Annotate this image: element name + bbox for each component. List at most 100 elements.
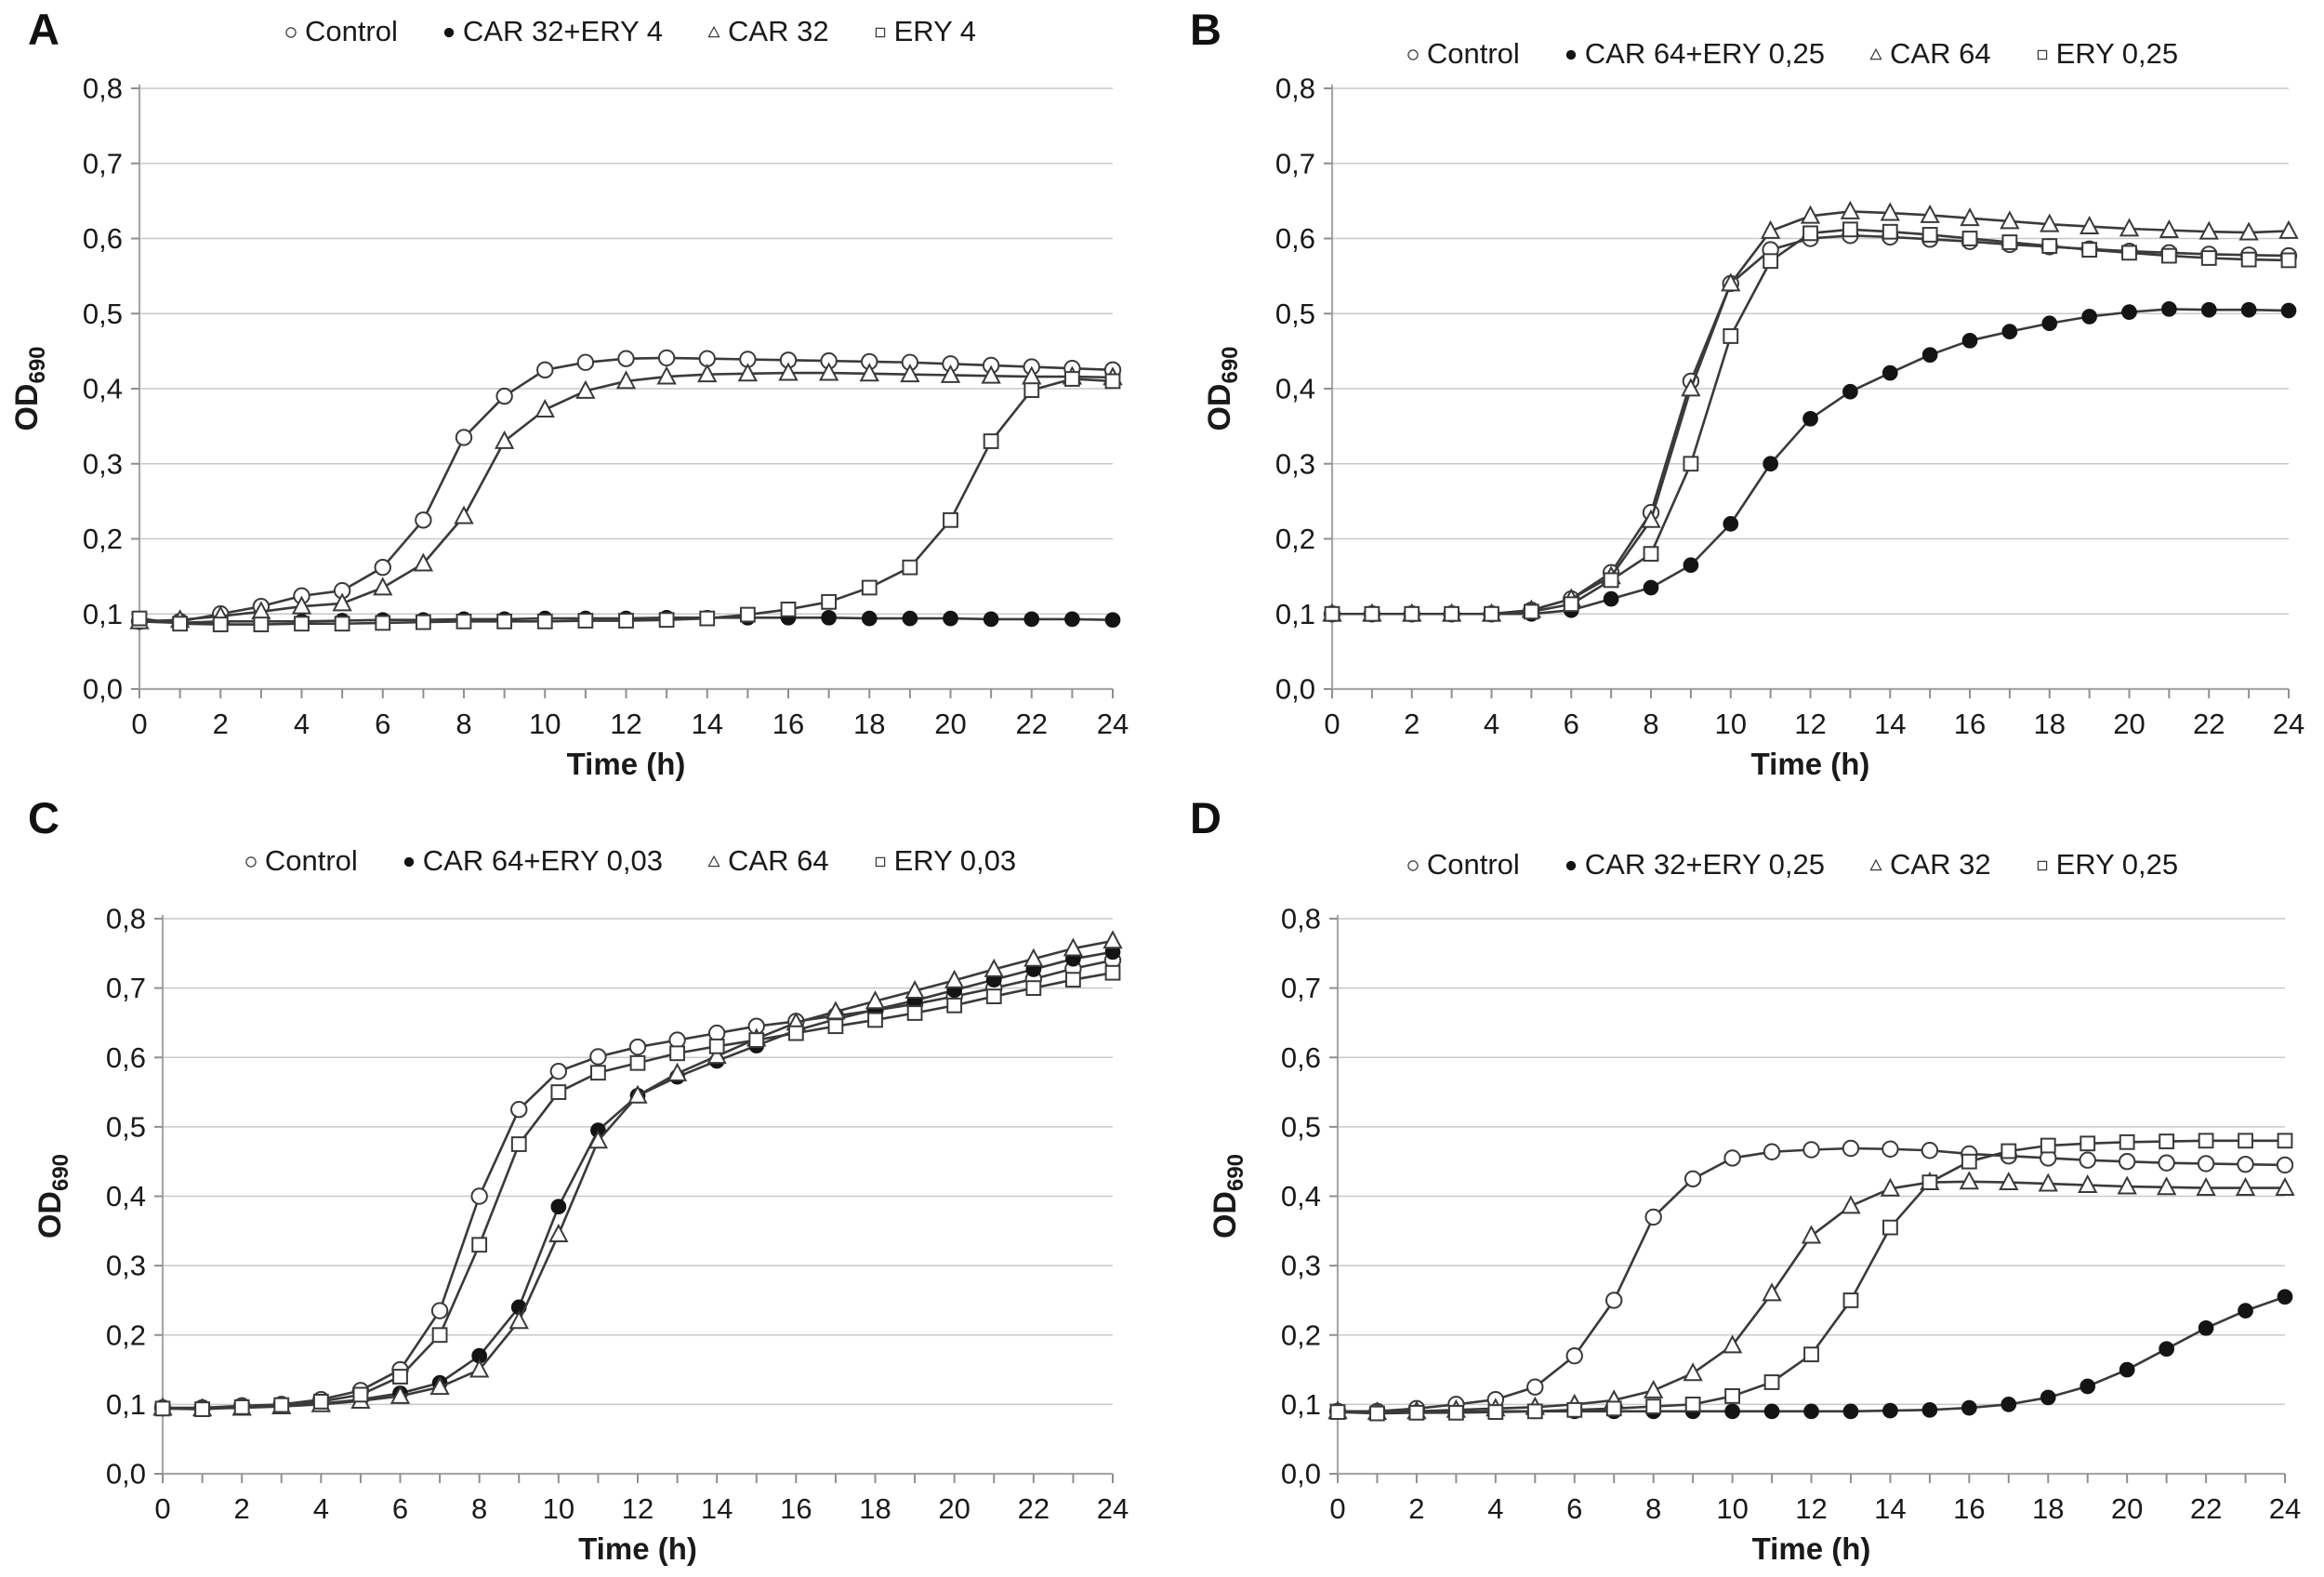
- x-tick-label: 18: [2032, 1492, 2064, 1525]
- x-tick-label: 18: [853, 708, 885, 740]
- x-tick-label: 6: [375, 708, 390, 740]
- square-open-marker: [1763, 1374, 1780, 1390]
- square-open-marker: [1684, 1396, 1701, 1412]
- square-open-marker: [510, 1136, 527, 1152]
- triangle-open-marker: [2238, 221, 2259, 241]
- y-tick-label: 0,6: [1281, 1041, 1321, 1074]
- y-axis-title: OD690: [9, 346, 50, 431]
- x-tick-label: 16: [772, 708, 804, 740]
- square-open-marker: [154, 1400, 171, 1417]
- y-axis-title-base: OD: [9, 384, 45, 431]
- square-open-legend-icon: [2037, 860, 2047, 871]
- square-open-marker: [739, 606, 756, 623]
- triangle-open-marker: [291, 595, 312, 615]
- x-tick-label: 20: [938, 1492, 970, 1525]
- square-open-marker: [1961, 231, 1978, 246]
- y-tick-label: 0,2: [1275, 523, 1315, 555]
- growth-plot-d: 0,00,10,20,30,40,50,60,70,80 2 4 6 8 10 12 14 16…: [1208, 903, 2301, 1566]
- triangle-open-marker: [1880, 1177, 1901, 1197]
- x-tick-label: 14: [1874, 1492, 1906, 1525]
- circle-filled-marker: [2277, 1289, 2293, 1305]
- x-tick-label: 20: [934, 708, 966, 740]
- circle-filled-marker: [443, 27, 455, 38]
- square-open-marker: [2121, 245, 2137, 261]
- triangle-open-marker: [940, 364, 961, 383]
- y-tick-label: 0,7: [1275, 147, 1315, 179]
- circle-filled-marker: [1565, 49, 1576, 60]
- x-tick-label: 4: [313, 1492, 329, 1525]
- series-line: [162, 939, 1114, 1411]
- square-open-marker: [1842, 1292, 1859, 1308]
- circle-open-legend-icon: [1407, 49, 1419, 60]
- square-open-marker: [2240, 251, 2257, 268]
- triangle-open-marker: [2000, 210, 2020, 230]
- y-axis-title: OD690: [1208, 1154, 1248, 1239]
- square-open-marker: [375, 615, 391, 631]
- x-tick-label: 24: [1097, 708, 1129, 740]
- triangle-open-marker: [575, 379, 596, 399]
- legend-label: Control: [264, 844, 358, 877]
- circle-open-marker: [470, 1187, 488, 1205]
- square-open-marker: [1523, 603, 1539, 620]
- x-tick-label: 2: [1408, 1492, 1424, 1525]
- legend-item-control: Control: [239, 844, 358, 878]
- panel-label-d: D: [1190, 793, 1221, 842]
- square-open-marker: [1723, 328, 1739, 344]
- circle-open-marker: [1763, 1143, 1781, 1160]
- y-tick-label: 0,0: [83, 673, 123, 706]
- square-open-marker: [1063, 371, 1080, 387]
- square-open-marker: [1842, 221, 1858, 238]
- square-open-marker: [1369, 1405, 1385, 1422]
- square-open-marker: [172, 616, 189, 632]
- square-open-marker: [902, 559, 918, 576]
- square-open-marker: [983, 433, 999, 449]
- square-open-marker: [861, 579, 878, 596]
- y-tick-label: 0,8: [83, 73, 123, 105]
- square-open-marker: [2280, 252, 2297, 269]
- square-open-marker: [1802, 225, 1818, 242]
- circle-filled-marker: [2001, 324, 2018, 339]
- triangle-open-marker: [778, 362, 799, 381]
- y-axis-title-base: OD: [1208, 1191, 1243, 1239]
- y-axis-title: OD690: [1202, 346, 1243, 431]
- square-open-marker: [1484, 605, 1499, 622]
- circle-open-marker: [617, 350, 635, 367]
- panel-label-c: C: [28, 793, 59, 842]
- square-open-marker: [1921, 227, 1938, 243]
- square-open-marker: [2040, 1137, 2056, 1154]
- circle-open-marker: [1802, 1141, 1820, 1159]
- legend-item-car-32: CAR 32: [702, 15, 829, 48]
- triangle-open-marker: [390, 1385, 411, 1404]
- triangle-open-marker: [667, 1062, 688, 1081]
- triangle-open-marker: [981, 364, 1001, 384]
- circle-filled-marker: [403, 856, 414, 868]
- circle-filled-marker: [1921, 1401, 1938, 1418]
- legend-label: ERY 0,25: [2055, 37, 2179, 70]
- circle-open-marker: [415, 511, 432, 529]
- circle-filled-marker: [2198, 1319, 2214, 1336]
- legend-item-ery-0-25: ERY 0,25: [2030, 37, 2179, 71]
- circle-open-marker: [2276, 1156, 2294, 1174]
- circle-filled-marker: [2041, 315, 2058, 332]
- square-open-marker: [827, 1018, 844, 1035]
- x-tick-label: 16: [1953, 1492, 1985, 1525]
- circle-open-marker: [285, 27, 297, 38]
- square-open-marker: [708, 1038, 725, 1054]
- axes: 0,00,10,20,30,40,50,60,70,80 2 4 6 8 10 12 14 16…: [1281, 903, 2301, 1525]
- triangle-open-marker: [2119, 218, 2140, 237]
- panel-C: C Control CAR 64+ERY 0,03 CAR 64 ERY 0,03 0…: [0, 788, 1162, 1577]
- circle-open-marker: [536, 361, 554, 379]
- y-tick-label: 0,3: [83, 447, 123, 480]
- square-open-marker: [334, 616, 350, 632]
- circle-open-marker: [2079, 1151, 2096, 1169]
- triangle-open-marker: [944, 969, 965, 988]
- square-open-marker: [875, 856, 885, 868]
- triangle-open-marker: [1644, 1379, 1664, 1398]
- circle-open-marker: [2237, 1155, 2254, 1173]
- square-open-marker: [577, 613, 594, 629]
- y-tick-label: 0,5: [106, 1110, 146, 1143]
- series-line: [139, 371, 1114, 623]
- circle-filled-marker: [1724, 1403, 1740, 1420]
- square-open-marker: [780, 602, 797, 617]
- legend-item-car-64: CAR 64: [702, 844, 829, 878]
